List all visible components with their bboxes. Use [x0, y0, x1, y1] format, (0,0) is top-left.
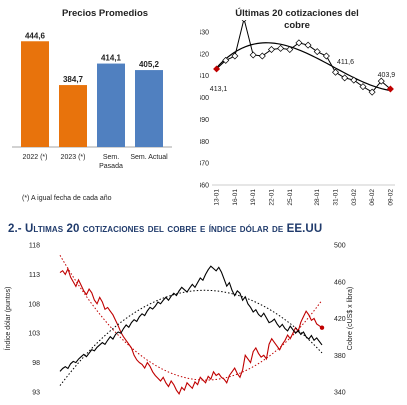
bar-category-label-3: Sem. Actual [130, 154, 168, 161]
bar-0 [21, 41, 49, 148]
bar-chart-note: (*) A igual fecha de cada año [22, 195, 112, 202]
line-point-3 [241, 20, 247, 23]
line-chart-title: Últimas 20 cotizaciones del cobre [235, 8, 359, 31]
dual-left-tick-113: 113 [29, 272, 40, 279]
line-x-tick-2: 19-01 [250, 189, 257, 206]
dual-right-tick-460: 460 [334, 279, 346, 286]
line-point-16 [359, 83, 367, 91]
bar-1 [59, 85, 87, 147]
bar-category-label-2: Sem. [103, 154, 119, 161]
line-y-tick-370: 370 [200, 161, 209, 168]
bar-category-label-2-b: Pasada [99, 163, 123, 170]
dual-left-tick-103: 103 [28, 331, 40, 338]
line-point-4 [249, 51, 257, 59]
bar-value-label-3: 405,2 [139, 60, 160, 69]
dual-right-tick-380: 380 [334, 353, 346, 360]
line-x-tick-9: 09-02 [387, 189, 394, 206]
line-x-tick-1: 16-01 [232, 189, 239, 206]
line-x-tick-8: 06-02 [369, 189, 376, 206]
line-point-7 [277, 44, 285, 52]
line-series [216, 20, 391, 93]
line-y-tick-380: 380 [200, 139, 209, 146]
bar-category-label-1: 2023 (*) [61, 154, 86, 161]
line-x-tick-3: 22-01 [268, 189, 275, 206]
line-x-tick-4: 25-01 [287, 189, 294, 206]
line-trendline [216, 42, 391, 92]
line-point-14 [341, 74, 349, 82]
line-point-17 [368, 88, 376, 96]
copper-dollar-index-dual-chart: 93 98 103 108 113 118 340 380 420 460 500 Índice dó… [3, 243, 354, 397]
average-prices-bar-chart: 444,6 2022 (*) 384,7 2023 (*) 414,1 Sem. Pasad… [12, 31, 172, 170]
bar-value-label-1: 384,7 [63, 75, 84, 84]
bar-category-label-0: 2022 (*) [23, 154, 48, 161]
line-x-tick-7: 03-02 [351, 189, 358, 206]
dual-left-tick-93: 93 [32, 390, 40, 397]
line-point-11 [313, 48, 321, 56]
dual-left-tick-108: 108 [28, 301, 40, 308]
line-point-2 [231, 52, 239, 60]
bar-chart-title: Precios Promedios [61, 8, 149, 19]
line-point-6 [267, 45, 275, 53]
line-point-9 [295, 39, 303, 47]
line-y-tick-400: 400 [200, 95, 209, 102]
bar-2 [97, 63, 125, 147]
dual-copper-last-point [319, 325, 325, 330]
line-point-0 [213, 65, 221, 73]
line-y-tick-420: 420 [200, 51, 209, 58]
line-y-tick-410: 410 [200, 73, 209, 80]
line-y-tick-390: 390 [200, 117, 209, 124]
line-point-13 [332, 68, 340, 76]
dual-trendline-copper [59, 255, 323, 381]
dual-right-tick-500: 500 [334, 243, 346, 250]
line-y-tick-360: 360 [200, 183, 209, 190]
bar-3 [135, 70, 163, 147]
dual-right-axis-label: Cobre (cUS$ x libra) [347, 287, 354, 350]
line-point-5 [258, 52, 266, 60]
line-point-15 [350, 76, 358, 84]
line-x-tick-5: 28-01 [314, 189, 321, 206]
line-x-tick-6: 31-01 [333, 189, 340, 206]
dual-left-tick-98: 98 [32, 360, 40, 367]
dual-left-tick-118: 118 [29, 243, 40, 250]
dual-series-copper [59, 267, 323, 395]
line-annotation-1: 411,6 [337, 59, 354, 66]
line-point-10 [304, 41, 312, 49]
line-annotation-2: 403,9 [378, 72, 396, 79]
line-point-8 [286, 45, 294, 53]
dual-left-axis-label: Índice dólar (puntos) [3, 287, 12, 351]
bar-value-label-0: 444,6 [25, 31, 46, 40]
line-x-tick-0: 13-01 [214, 189, 221, 206]
line-annotation-0: 413,1 [210, 86, 228, 93]
bar-value-label-2: 414,1 [101, 54, 122, 63]
line-point-19 [386, 85, 394, 93]
line-point-18 [377, 77, 385, 85]
dual-right-tick-340: 340 [334, 390, 346, 397]
dual-series-dollar-index [59, 265, 323, 372]
last-20-quotes-line-chart: 360 370 380 390 400 410 420 430 13-01 16-01 19-01 2… [200, 20, 396, 206]
line-y-tick-430: 430 [200, 30, 209, 37]
section-title: 2.- Ultimas 20 cotizaciones del cobre e … [8, 223, 323, 235]
dual-right-tick-420: 420 [334, 316, 346, 323]
line-point-1 [222, 56, 230, 64]
dual-trendline-dollar-index [59, 289, 323, 386]
line-point-12 [322, 52, 330, 60]
